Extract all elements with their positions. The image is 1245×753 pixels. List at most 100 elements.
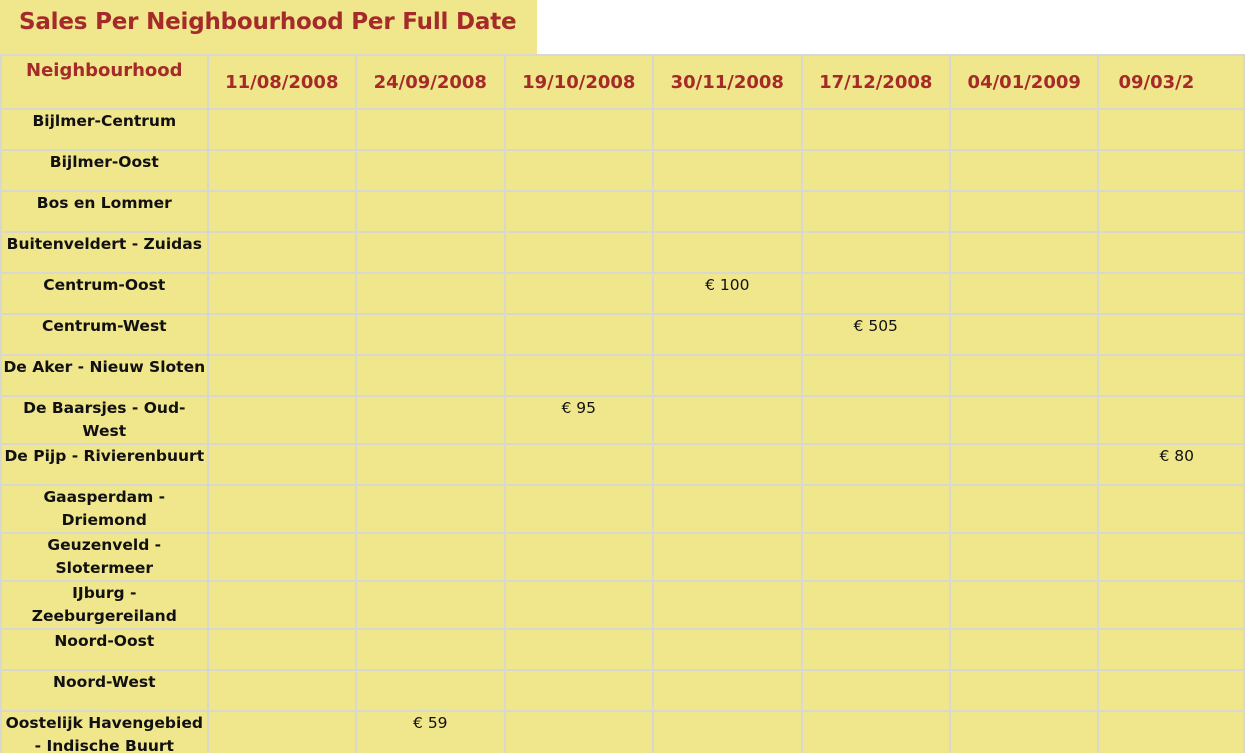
data-cell[interactable] (1097, 108, 1245, 151)
data-cell[interactable] (800, 710, 951, 753)
data-cell[interactable] (1097, 395, 1245, 445)
data-cell[interactable] (503, 108, 655, 151)
data-cell[interactable] (355, 149, 506, 192)
row-header-neighbourhood[interactable]: IJburg - Zeeburgereiland (0, 580, 209, 630)
row-header-neighbourhood[interactable]: Gaasperdam - Driemond (0, 484, 209, 534)
data-cell[interactable] (355, 395, 506, 445)
data-cell[interactable] (206, 443, 358, 486)
data-cell[interactable] (800, 580, 951, 630)
data-cell[interactable] (355, 580, 506, 630)
data-cell[interactable] (800, 443, 951, 486)
date-column-header[interactable]: 17/12/2008 (800, 54, 951, 110)
data-cell[interactable] (948, 580, 1100, 630)
data-cell[interactable] (355, 108, 506, 151)
data-cell[interactable] (1097, 484, 1245, 534)
data-cell[interactable] (948, 272, 1100, 315)
data-cell[interactable] (206, 149, 358, 192)
data-cell[interactable] (948, 628, 1100, 671)
row-header-neighbourhood[interactable]: De Baarsjes - Oud-West (0, 395, 209, 445)
data-cell[interactable] (800, 231, 951, 274)
data-cell[interactable] (1097, 190, 1245, 233)
data-cell[interactable] (652, 669, 803, 712)
data-cell[interactable] (800, 149, 951, 192)
data-cell[interactable] (1097, 313, 1245, 356)
data-cell[interactable] (503, 669, 655, 712)
data-cell[interactable] (503, 354, 655, 397)
data-cell[interactable] (948, 190, 1100, 233)
row-header-neighbourhood[interactable]: De Aker - Nieuw Sloten (0, 354, 209, 397)
data-cell[interactable] (206, 190, 358, 233)
data-cell[interactable] (503, 532, 655, 582)
data-cell[interactable] (652, 108, 803, 151)
data-cell[interactable] (355, 272, 506, 315)
data-cell[interactable] (1097, 710, 1245, 753)
row-header-neighbourhood[interactable]: Bijlmer-Oost (0, 149, 209, 192)
data-cell[interactable] (652, 190, 803, 233)
data-cell[interactable] (1097, 580, 1245, 630)
data-cell[interactable] (800, 532, 951, 582)
data-cell[interactable]: € 59 (355, 710, 506, 753)
data-cell[interactable] (503, 272, 655, 315)
data-cell[interactable] (355, 669, 506, 712)
data-cell[interactable] (1097, 231, 1245, 274)
data-cell[interactable] (948, 231, 1100, 274)
row-header-neighbourhood[interactable]: Oostelijk Havengebied - Indische Buurt (0, 710, 209, 753)
neighbourhood-column-header[interactable]: Neighbourhood (0, 54, 209, 110)
date-column-header[interactable]: 11/08/2008 (206, 54, 358, 110)
date-column-header[interactable]: 30/11/2008 (652, 54, 803, 110)
data-cell[interactable] (652, 628, 803, 671)
data-cell[interactable] (948, 710, 1100, 753)
data-cell[interactable] (948, 484, 1100, 534)
date-column-header[interactable]: 09/03/2 (1097, 54, 1245, 110)
data-cell[interactable] (948, 108, 1100, 151)
data-cell[interactable] (652, 443, 803, 486)
data-cell[interactable] (1097, 149, 1245, 192)
data-cell[interactable] (1097, 532, 1245, 582)
pivot-grid[interactable]: Neighbourhood 11/08/2008 24/09/2008 19/1… (0, 54, 1245, 753)
data-cell[interactable] (948, 443, 1100, 486)
data-cell[interactable] (948, 313, 1100, 356)
data-cell[interactable] (800, 272, 951, 315)
data-cell[interactable] (206, 669, 358, 712)
data-cell[interactable]: € 95 (503, 395, 655, 445)
row-header-neighbourhood[interactable]: Bijlmer-Centrum (0, 108, 209, 151)
data-cell[interactable] (800, 669, 951, 712)
data-cell[interactable] (355, 190, 506, 233)
data-cell[interactable] (503, 149, 655, 192)
row-header-neighbourhood[interactable]: Geuzenveld - Slotermeer (0, 532, 209, 582)
data-cell[interactable] (503, 580, 655, 630)
row-header-neighbourhood[interactable]: Buitenveldert - Zuidas (0, 231, 209, 274)
row-header-neighbourhood[interactable]: Noord-Oost (0, 628, 209, 671)
data-cell[interactable] (355, 532, 506, 582)
data-cell[interactable] (652, 313, 803, 356)
data-cell[interactable] (206, 628, 358, 671)
data-cell[interactable] (652, 231, 803, 274)
row-header-neighbourhood[interactable]: De Pijp - Rivierenbuurt (0, 443, 209, 486)
data-cell[interactable] (355, 484, 506, 534)
data-cell[interactable] (948, 669, 1100, 712)
data-cell[interactable] (652, 580, 803, 630)
data-cell[interactable] (206, 532, 358, 582)
row-header-neighbourhood[interactable]: Noord-West (0, 669, 209, 712)
data-cell[interactable] (800, 354, 951, 397)
data-cell[interactable] (355, 231, 506, 274)
data-cell[interactable] (800, 190, 951, 233)
data-cell[interactable] (1097, 628, 1245, 671)
data-cell[interactable] (503, 710, 655, 753)
data-cell[interactable] (206, 710, 358, 753)
data-cell[interactable] (800, 395, 951, 445)
data-cell[interactable] (355, 354, 506, 397)
data-cell[interactable] (800, 108, 951, 151)
row-header-neighbourhood[interactable]: Centrum-Oost (0, 272, 209, 315)
data-cell[interactable]: € 100 (652, 272, 803, 315)
data-cell[interactable] (652, 484, 803, 534)
data-cell[interactable] (503, 313, 655, 356)
data-cell[interactable] (503, 443, 655, 486)
data-cell[interactable]: € 80 (1097, 443, 1245, 486)
data-cell[interactable] (503, 628, 655, 671)
date-column-header[interactable]: 04/01/2009 (948, 54, 1100, 110)
data-cell[interactable] (652, 532, 803, 582)
date-column-header[interactable]: 24/09/2008 (355, 54, 506, 110)
data-cell[interactable] (206, 484, 358, 534)
data-cell[interactable] (652, 395, 803, 445)
